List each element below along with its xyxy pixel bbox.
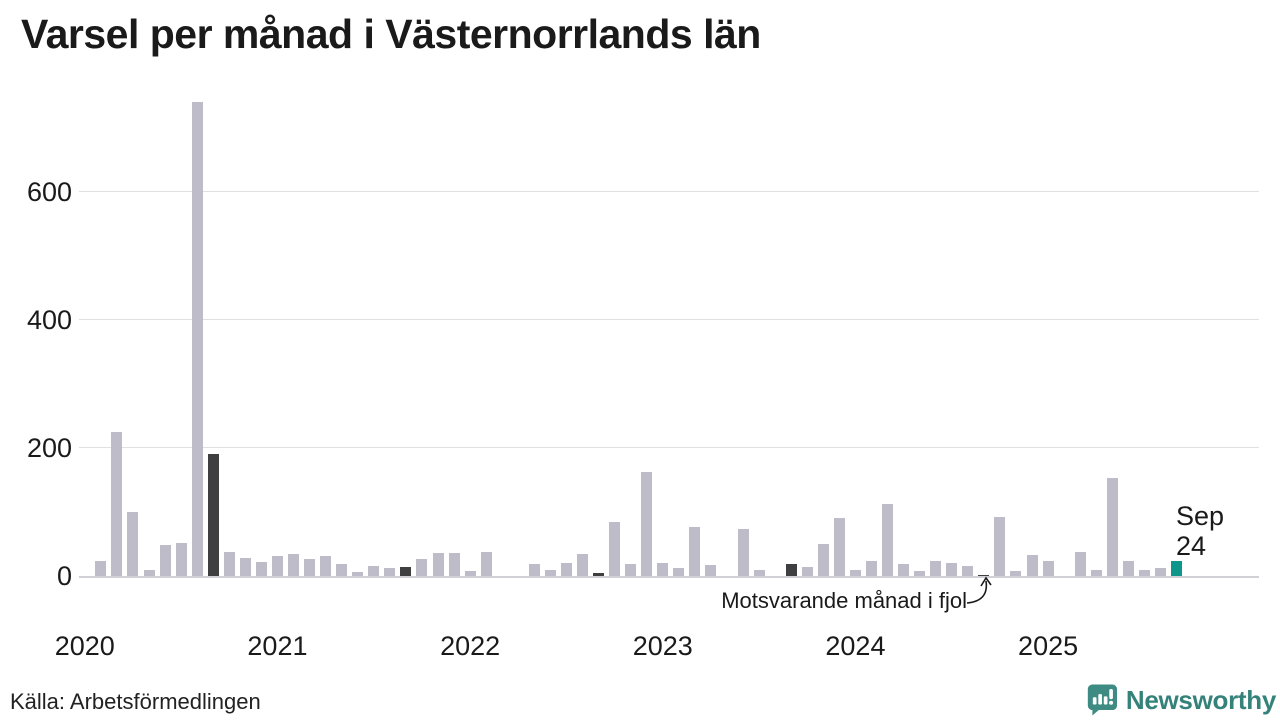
- x-axis-tick-2021: 2021: [247, 631, 308, 661]
- bar-2021-08: [384, 567, 396, 576]
- bar-2024-02: [865, 560, 877, 576]
- bar-2025-03: [1074, 551, 1086, 576]
- bar-2024-04: [898, 563, 910, 576]
- bar-2023-10: [801, 567, 813, 576]
- gridline-200: [79, 447, 1259, 448]
- newsworthy-wordmark: Newsworthy: [1125, 684, 1276, 715]
- bar-2025-06: [1122, 561, 1134, 576]
- bar-2024-10: [994, 517, 1006, 576]
- bar-2024-12: [1026, 554, 1038, 576]
- bar-2021-03: [304, 558, 316, 576]
- bar-2023-03: [689, 527, 701, 576]
- bar-2025-09: [1171, 560, 1183, 576]
- newsworthy-logo-link[interactable]: Newsworthy: [1086, 682, 1276, 718]
- bar-2020-06: [159, 545, 171, 576]
- bar-2020-04: [127, 512, 139, 576]
- bar-2022-02: [480, 551, 492, 576]
- bar-2022-10: [609, 521, 621, 576]
- bar-2020-07: [175, 542, 187, 576]
- bar-2021-11: [432, 552, 444, 576]
- bar-2021-07: [368, 566, 380, 576]
- x-axis-tick-2020: 2020: [54, 631, 115, 661]
- bar-2021-06: [352, 572, 364, 576]
- y-axis-tick-200: 200: [26, 433, 72, 463]
- gridline-600: [79, 191, 1259, 192]
- bar-2020-02: [95, 561, 107, 576]
- bar-2021-12: [448, 552, 460, 576]
- x-axis-tick-2022: 2022: [440, 631, 501, 661]
- bar-2023-12: [833, 518, 845, 576]
- newsworthy-bubble-chart-icon: [1087, 684, 1118, 716]
- bar-2022-09: [593, 572, 605, 576]
- bar-2025-05: [1106, 478, 1118, 576]
- bar-2023-06: [737, 529, 749, 576]
- bar-2021-10: [416, 559, 428, 576]
- bar-2022-07: [560, 562, 572, 576]
- bar-2022-01: [464, 570, 476, 576]
- bar-2024-07: [946, 563, 958, 576]
- bar-2021-05: [336, 563, 348, 576]
- bar-2020-08: [191, 102, 203, 576]
- bar-2024-09: [978, 574, 990, 576]
- bar-2022-11: [625, 563, 637, 576]
- y-axis-tick-0: 0: [56, 561, 72, 591]
- bar-2024-11: [1010, 570, 1022, 576]
- highlight-value-label: 24: [1176, 531, 1207, 561]
- bar-2020-09: [207, 454, 219, 576]
- bar-2025-08: [1154, 568, 1166, 576]
- plot-area: [79, 96, 1259, 578]
- bar-2024-01: [849, 570, 861, 576]
- page-title: Varsel per månad i Västernorrlands län: [21, 11, 761, 57]
- bar-2024-08: [962, 566, 974, 576]
- y-axis-tick-600: 600: [26, 177, 72, 207]
- bar-2021-09: [400, 567, 412, 576]
- bar-2020-05: [143, 570, 155, 576]
- annotation-label: Motsvarande månad i fjol: [721, 588, 967, 613]
- bar-2023-04: [705, 565, 717, 576]
- bar-2020-03: [111, 432, 123, 576]
- bar-2025-04: [1090, 570, 1102, 576]
- source-label: Källa: Arbetsförmedlingen: [10, 689, 261, 714]
- bar-2022-06: [544, 570, 556, 576]
- bar-2022-12: [641, 471, 653, 576]
- bar-2023-09: [785, 564, 797, 576]
- bar-2024-03: [882, 504, 894, 576]
- bar-2025-07: [1138, 570, 1150, 576]
- bar-2020-12: [255, 561, 267, 576]
- bar-2024-05: [914, 570, 926, 576]
- x-axis-tick-2024: 2024: [825, 631, 886, 661]
- annotation-arrow-icon: [966, 576, 992, 604]
- bar-2023-02: [673, 568, 685, 576]
- bar-2020-10: [223, 551, 235, 576]
- x-axis-tick-2025: 2025: [1018, 631, 1079, 661]
- highlight-month-label: Sep: [1176, 501, 1225, 531]
- bar-2024-06: [930, 561, 942, 576]
- bar-2021-02: [288, 554, 299, 576]
- bar-2025-01: [1042, 560, 1054, 576]
- bar-2022-08: [577, 554, 588, 576]
- highlight-label: Sep 24: [1176, 501, 1276, 561]
- bar-2023-07: [753, 570, 765, 576]
- bar-2021-01: [271, 556, 283, 576]
- bar-2021-04: [320, 555, 332, 576]
- bar-2023-01: [657, 563, 669, 576]
- y-axis-tick-400: 400: [26, 305, 72, 335]
- bar-2022-05: [528, 563, 540, 576]
- x-axis-tick-2023: 2023: [632, 631, 693, 661]
- bar-2020-11: [239, 558, 251, 576]
- bar-2023-11: [817, 544, 829, 576]
- gridline-400: [79, 319, 1259, 320]
